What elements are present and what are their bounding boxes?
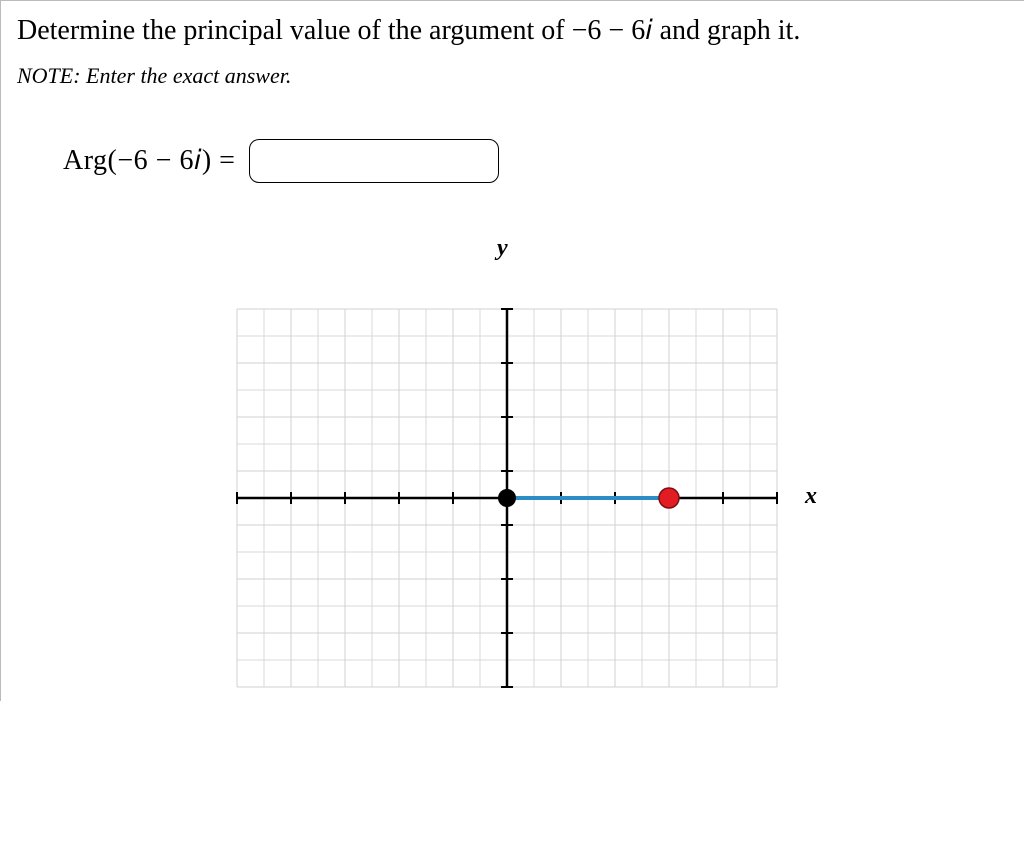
graph-area[interactable]: y x: [217, 243, 817, 693]
x-axis-label: x: [805, 483, 817, 510]
y-axis-label: y: [497, 235, 508, 262]
answer-input[interactable]: [249, 139, 499, 183]
formula-label: Arg(−6 − 6𝑖) =: [63, 145, 235, 177]
graph-canvas[interactable]: [217, 243, 817, 693]
note-text: NOTE: Enter the exact answer.: [17, 63, 1008, 89]
formula-row: Arg(−6 − 6𝑖) =: [63, 139, 1008, 183]
drag-handle[interactable]: [659, 488, 679, 508]
question-text: Determine the principal value of the arg…: [17, 13, 1008, 49]
